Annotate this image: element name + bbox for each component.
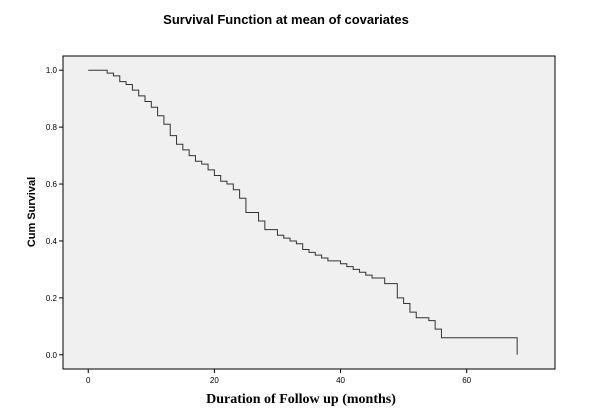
y-axis: 0.0 0.2 0.4 0.6 0.8 1.0 — [46, 66, 63, 360]
x-tick-label: 40 — [336, 376, 345, 385]
x-tick-label: 20 — [210, 376, 219, 385]
y-tick-label: 0.8 — [46, 123, 58, 132]
y-axis-label: Cum Survival — [26, 177, 38, 247]
survival-step-line — [88, 69, 518, 355]
y-tick-label: 0.6 — [46, 180, 58, 189]
plot-area — [62, 55, 556, 370]
x-axis-label: Duration of Follow up (months) — [206, 392, 396, 407]
y-tick-label: 0.0 — [46, 351, 58, 360]
x-tick-label: 0 — [86, 376, 91, 385]
y-tick-label: 0.4 — [46, 237, 58, 246]
x-tick-label: 60 — [462, 376, 471, 385]
y-tick-label: 1.0 — [46, 66, 58, 75]
y-tick-label: 0.2 — [46, 294, 58, 303]
x-axis: 0 20 40 60 — [86, 369, 472, 385]
chart-title: Survival Function at mean of covariates — [163, 12, 409, 27]
